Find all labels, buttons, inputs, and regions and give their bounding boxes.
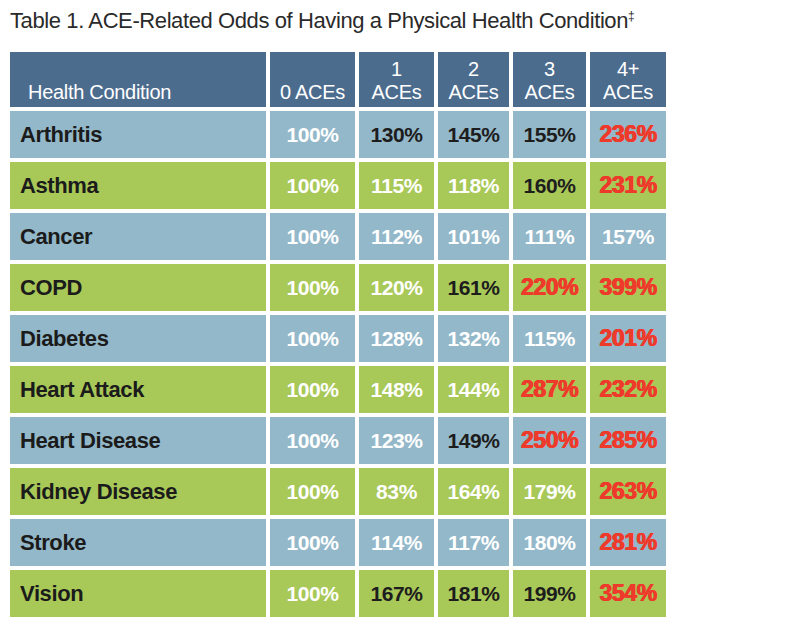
value-cell: 100% — [270, 468, 355, 515]
header-1-aces: 1 ACEs — [359, 52, 434, 107]
table-row: Cancer 100% 112% 101% 111% 157% — [10, 213, 666, 260]
value-cell: 100% — [270, 417, 355, 464]
value-cell: 123% — [359, 417, 434, 464]
value-cell: 161% — [438, 264, 509, 311]
condition-cell: Vision — [10, 570, 266, 617]
value-cell: 220% — [513, 264, 586, 311]
header-health-condition: Health Condition — [10, 52, 266, 107]
table-row: Asthma 100% 115% 118% 160% 231% — [10, 162, 666, 209]
value-cell: 181% — [438, 570, 509, 617]
condition-cell: Cancer — [10, 213, 266, 260]
value-cell: 100% — [270, 366, 355, 413]
value-cell: 144% — [438, 366, 509, 413]
table-row: Vision 100% 167% 181% 199% 354% — [10, 570, 666, 617]
table-header: Health Condition 0 ACEs 1 ACEs 2 ACEs 3 … — [10, 52, 666, 107]
header-3-aces: 3 ACEs — [513, 52, 586, 107]
value-cell: 114% — [359, 519, 434, 566]
value-cell: 100% — [270, 111, 355, 158]
value-cell: 117% — [438, 519, 509, 566]
value-cell: 263% — [590, 468, 666, 515]
table-title: Table 1. ACE-Related Odds of Having a Ph… — [10, 8, 786, 34]
table-row: Heart Disease 100% 123% 149% 250% 285% — [10, 417, 666, 464]
value-cell: 83% — [359, 468, 434, 515]
value-cell: 285% — [590, 417, 666, 464]
table-row: Diabetes 100% 128% 132% 115% 201% — [10, 315, 666, 362]
header-row: Health Condition 0 ACEs 1 ACEs 2 ACEs 3 … — [10, 52, 666, 107]
value-cell: 100% — [270, 162, 355, 209]
value-cell: 100% — [270, 264, 355, 311]
header-2-aces: 2 ACEs — [438, 52, 509, 107]
value-cell: 354% — [590, 570, 666, 617]
condition-cell: Arthritis — [10, 111, 266, 158]
value-cell: 115% — [513, 315, 586, 362]
condition-cell: Heart Disease — [10, 417, 266, 464]
value-cell: 231% — [590, 162, 666, 209]
value-cell: 149% — [438, 417, 509, 464]
value-cell: 100% — [270, 213, 355, 260]
value-cell: 100% — [270, 570, 355, 617]
value-cell: 232% — [590, 366, 666, 413]
ace-odds-table: Health Condition 0 ACEs 1 ACEs 2 ACEs 3 … — [6, 48, 670, 621]
condition-cell: Asthma — [10, 162, 266, 209]
value-cell: 180% — [513, 519, 586, 566]
value-cell: 167% — [359, 570, 434, 617]
value-cell: 130% — [359, 111, 434, 158]
value-cell: 115% — [359, 162, 434, 209]
value-cell: 399% — [590, 264, 666, 311]
condition-cell: Heart Attack — [10, 366, 266, 413]
value-cell: 236% — [590, 111, 666, 158]
condition-cell: Kidney Disease — [10, 468, 266, 515]
value-cell: 111% — [513, 213, 586, 260]
table-title-text: Table 1. ACE-Related Odds of Having a Ph… — [10, 8, 628, 33]
title-superscript: ‡ — [628, 9, 634, 23]
condition-cell: COPD — [10, 264, 266, 311]
table-row: Heart Attack 100% 148% 144% 287% 232% — [10, 366, 666, 413]
header-0-aces: 0 ACEs — [270, 52, 355, 107]
value-cell: 148% — [359, 366, 434, 413]
value-cell: 155% — [513, 111, 586, 158]
value-cell: 157% — [590, 213, 666, 260]
table-row: COPD 100% 120% 161% 220% 399% — [10, 264, 666, 311]
value-cell: 164% — [438, 468, 509, 515]
header-4plus-aces: 4+ ACEs — [590, 52, 666, 107]
value-cell: 145% — [438, 111, 509, 158]
table-row: Stroke 100% 114% 117% 180% 281% — [10, 519, 666, 566]
value-cell: 100% — [270, 519, 355, 566]
table-row: Kidney Disease 100% 83% 164% 179% 263% — [10, 468, 666, 515]
value-cell: 179% — [513, 468, 586, 515]
value-cell: 201% — [590, 315, 666, 362]
value-cell: 250% — [513, 417, 586, 464]
value-cell: 101% — [438, 213, 509, 260]
value-cell: 120% — [359, 264, 434, 311]
value-cell: 199% — [513, 570, 586, 617]
value-cell: 112% — [359, 213, 434, 260]
condition-cell: Stroke — [10, 519, 266, 566]
value-cell: 128% — [359, 315, 434, 362]
table-row: Arthritis 100% 130% 145% 155% 236% — [10, 111, 666, 158]
value-cell: 100% — [270, 315, 355, 362]
page: Table 1. ACE-Related Odds of Having a Ph… — [0, 0, 786, 644]
value-cell: 281% — [590, 519, 666, 566]
value-cell: 160% — [513, 162, 586, 209]
condition-cell: Diabetes — [10, 315, 266, 362]
value-cell: 118% — [438, 162, 509, 209]
value-cell: 132% — [438, 315, 509, 362]
value-cell: 287% — [513, 366, 586, 413]
